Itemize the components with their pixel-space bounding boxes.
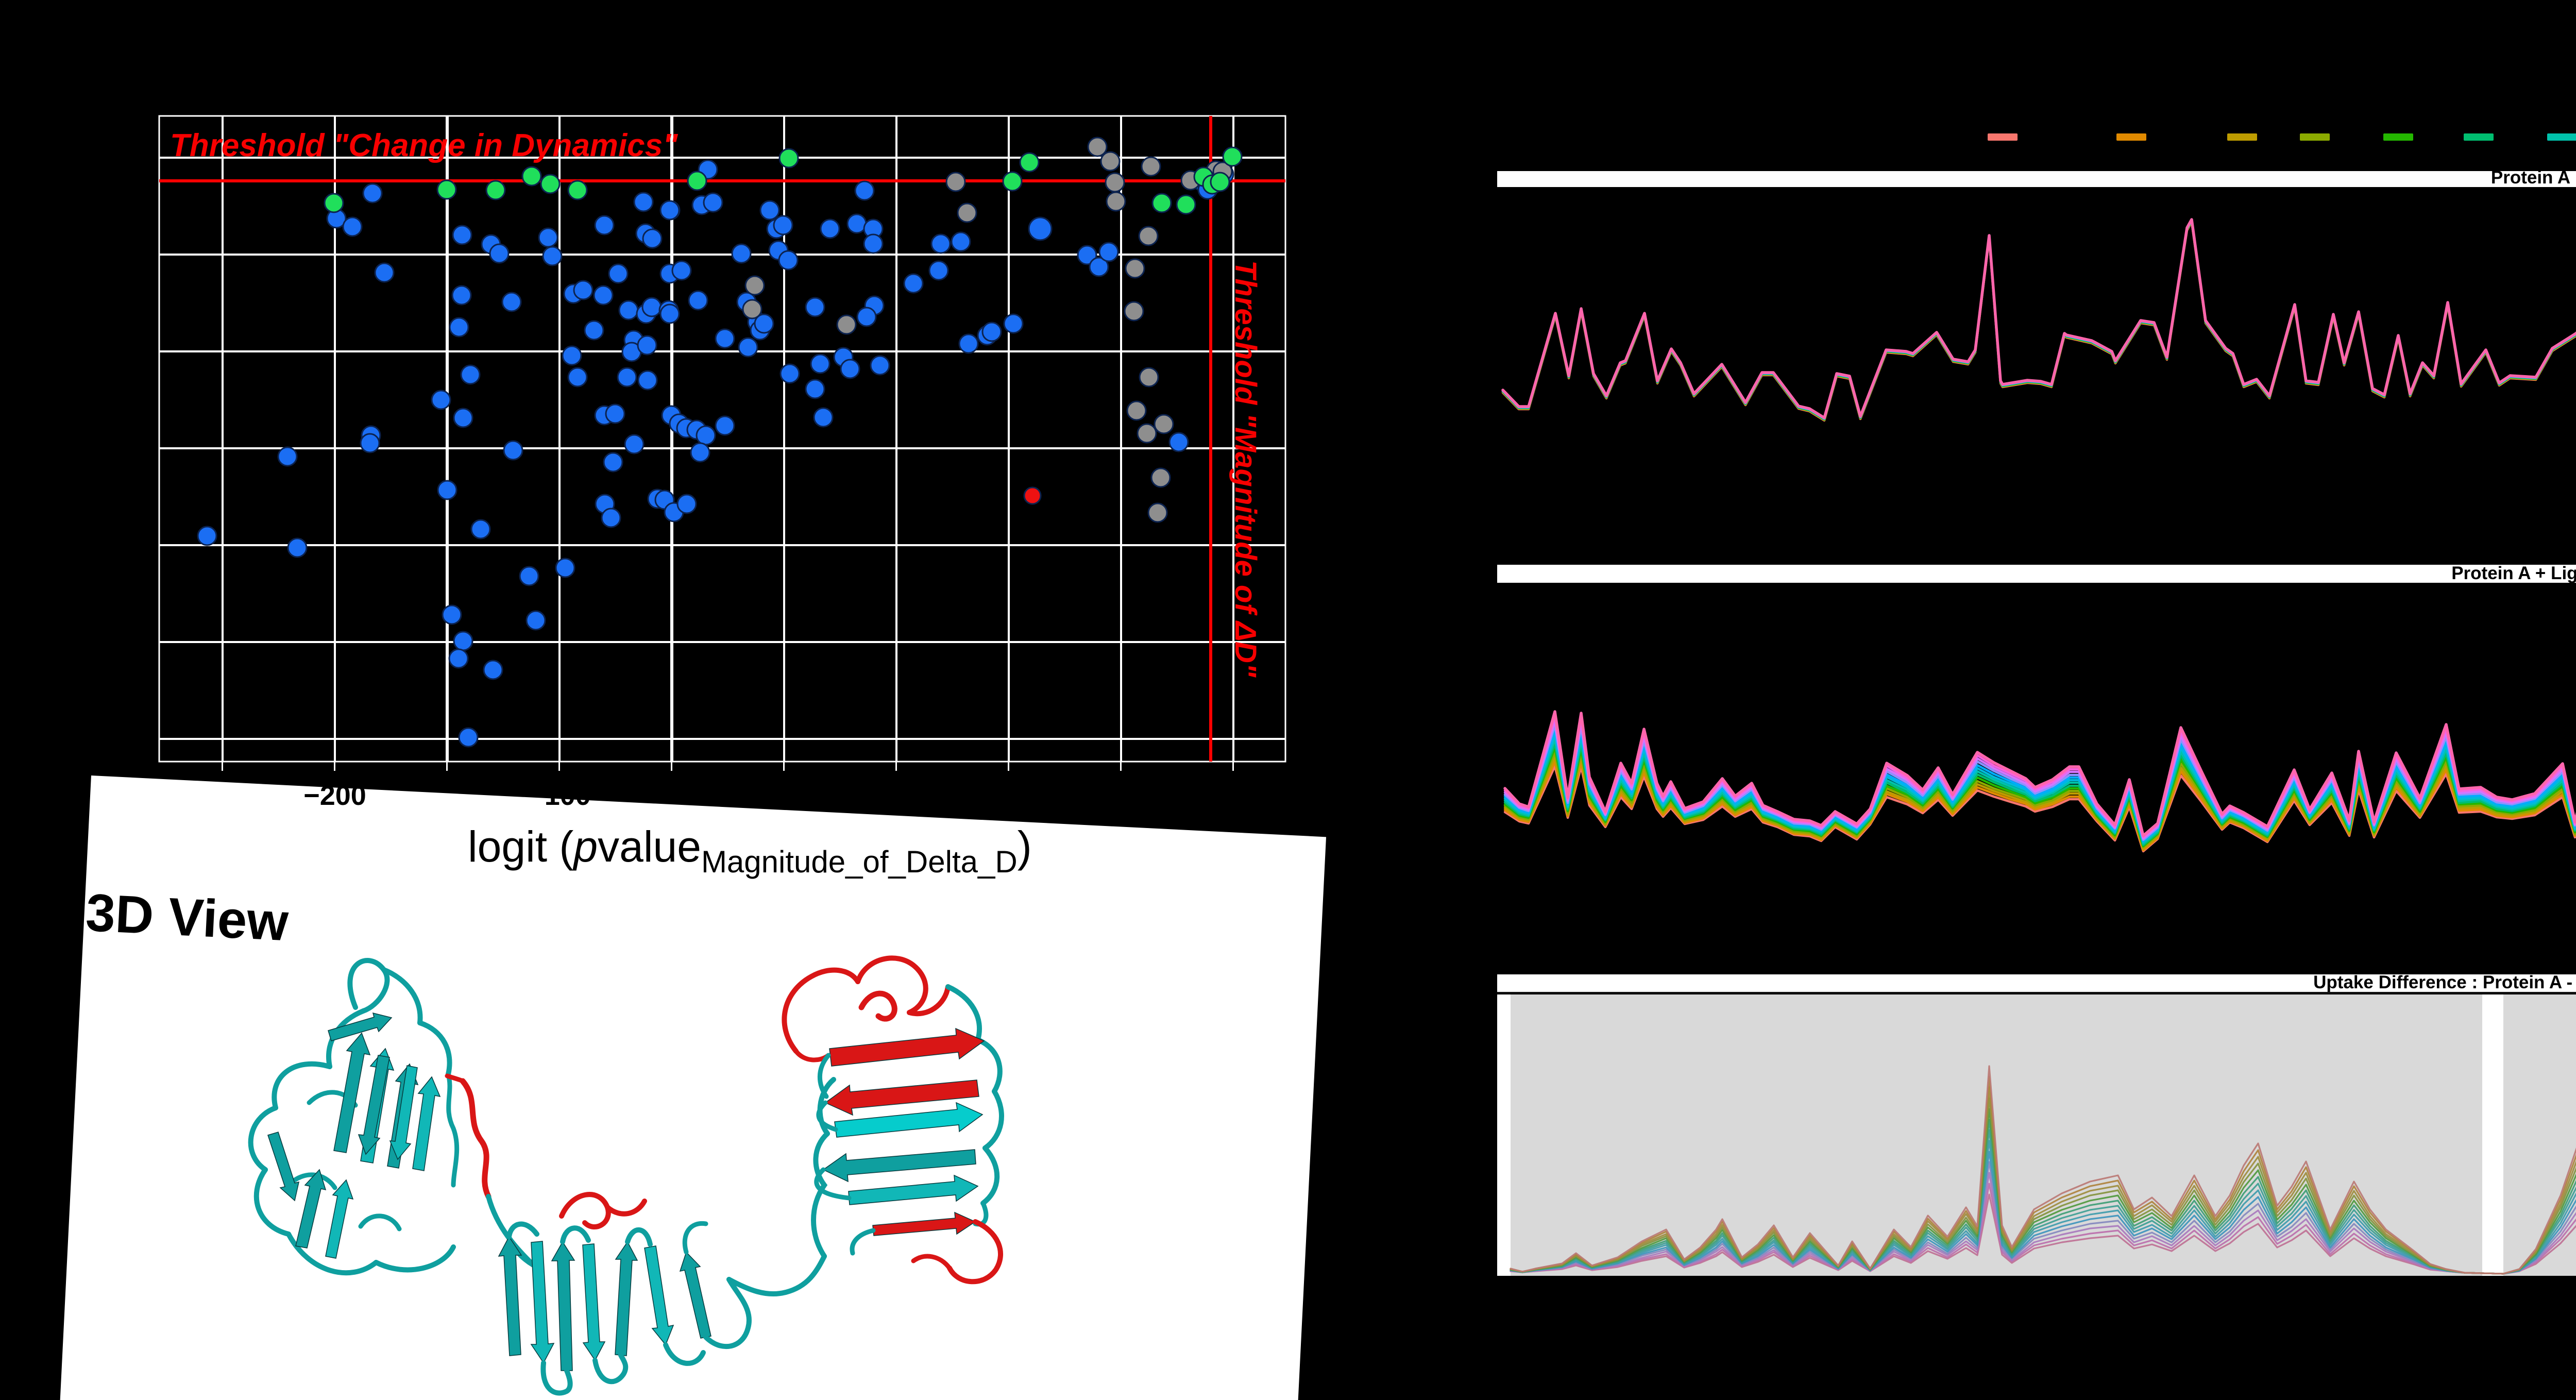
svg-text:Threshold "Magnitude of ΔD": Threshold "Magnitude of ΔD": [1229, 260, 1262, 678]
svg-text:−200: −200: [303, 780, 366, 811]
svg-text:Threshold "Change in Dynamics": Threshold "Change in Dynamics": [170, 128, 679, 163]
svg-text:−100: −100: [528, 780, 591, 811]
svg-text:logit (pvalueMagnitude_of_Delt: logit (pvalueMagnitude_of_Delta_D): [468, 822, 1032, 879]
svg-text:Protein A + Ligand: Protein A + Ligand: [2451, 563, 2576, 583]
svg-text:Protein A: Protein A: [2491, 167, 2570, 188]
svg-text:Uptake Difference : Protein A: Uptake Difference : Protein A - (Protein…: [2313, 972, 2576, 992]
